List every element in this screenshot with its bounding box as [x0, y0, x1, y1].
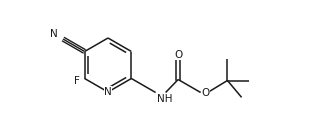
Text: N: N — [51, 29, 58, 39]
Text: O: O — [202, 88, 210, 98]
Text: N: N — [104, 87, 112, 97]
Text: O: O — [174, 50, 182, 60]
Text: F: F — [74, 76, 80, 86]
Text: NH: NH — [156, 93, 172, 104]
